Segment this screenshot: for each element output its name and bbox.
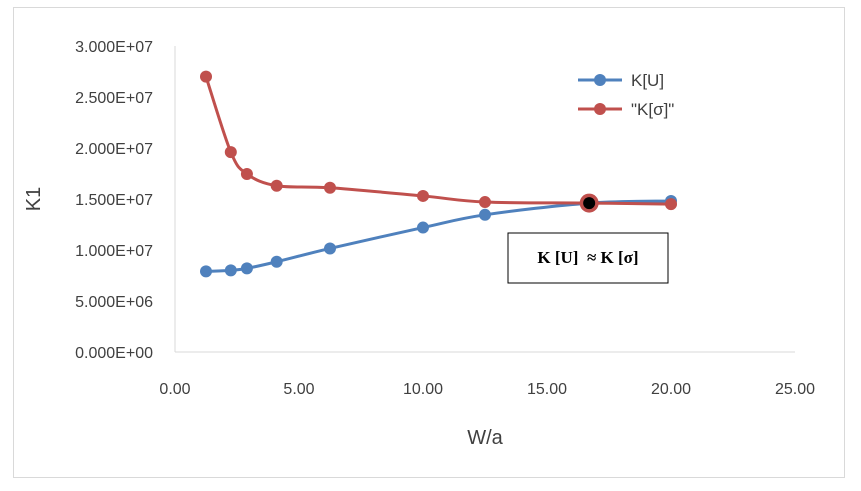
legend: K[U] "K[σ]" <box>578 71 674 119</box>
y-tick-label: 0.000E+00 <box>75 345 153 362</box>
series-line <box>204 76 672 206</box>
axes <box>174 46 795 353</box>
y-tick-label: 2.000E+07 <box>75 141 153 158</box>
y-tick-label: 1.500E+07 <box>75 192 153 209</box>
highlight-point <box>583 197 596 210</box>
x-tick-label: 15.00 <box>527 381 567 398</box>
series-2 <box>200 70 677 211</box>
legend-marker <box>594 74 606 86</box>
data-point <box>270 255 283 268</box>
data-point <box>479 196 491 209</box>
data-point <box>665 198 677 211</box>
annotation-box: K [U] ≈ K [σ] <box>507 232 669 284</box>
y-tick-labels: 0.000E+00 5.000E+06 1.000E+07 1.500E+07 2.00… <box>75 39 153 362</box>
y-tick-label: 5.000E+06 <box>75 294 153 311</box>
data-point <box>417 221 429 234</box>
data-point <box>324 242 336 255</box>
x-tick-labels: 0.00 5.00 10.00 15.00 20.00 25.00 <box>159 381 815 398</box>
data-point <box>200 70 212 83</box>
x-tick-label: 25.00 <box>775 381 815 398</box>
y-tick-label: 1.000E+07 <box>75 243 153 260</box>
data-point <box>224 264 237 277</box>
legend-marker <box>594 103 606 115</box>
data-point <box>240 262 253 275</box>
data-point <box>240 168 253 181</box>
data-point <box>324 181 336 194</box>
x-tick-label: 10.00 <box>403 381 443 398</box>
data-point <box>270 179 283 192</box>
x-tick-label: 0.00 <box>159 381 190 398</box>
data-point <box>200 265 212 278</box>
annotation-text: K [U] ≈ K [σ] <box>537 248 638 267</box>
y-tick-label: 2.500E+07 <box>75 90 153 107</box>
legend-label: K[U] <box>631 71 664 90</box>
data-point <box>224 146 237 159</box>
series-layer <box>200 70 677 278</box>
x-tick-label: 5.00 <box>283 381 314 398</box>
y-tick-label: 3.000E+07 <box>75 39 153 56</box>
data-point <box>479 208 491 221</box>
x-axis-title: W/a <box>467 427 503 449</box>
chart-area <box>13 7 845 478</box>
x-tick-label: 20.00 <box>651 381 691 398</box>
legend-label: "K[σ]" <box>631 100 674 119</box>
y-axis-title: K1 <box>23 187 45 211</box>
data-point <box>417 189 429 202</box>
annotation-frame <box>507 232 669 284</box>
